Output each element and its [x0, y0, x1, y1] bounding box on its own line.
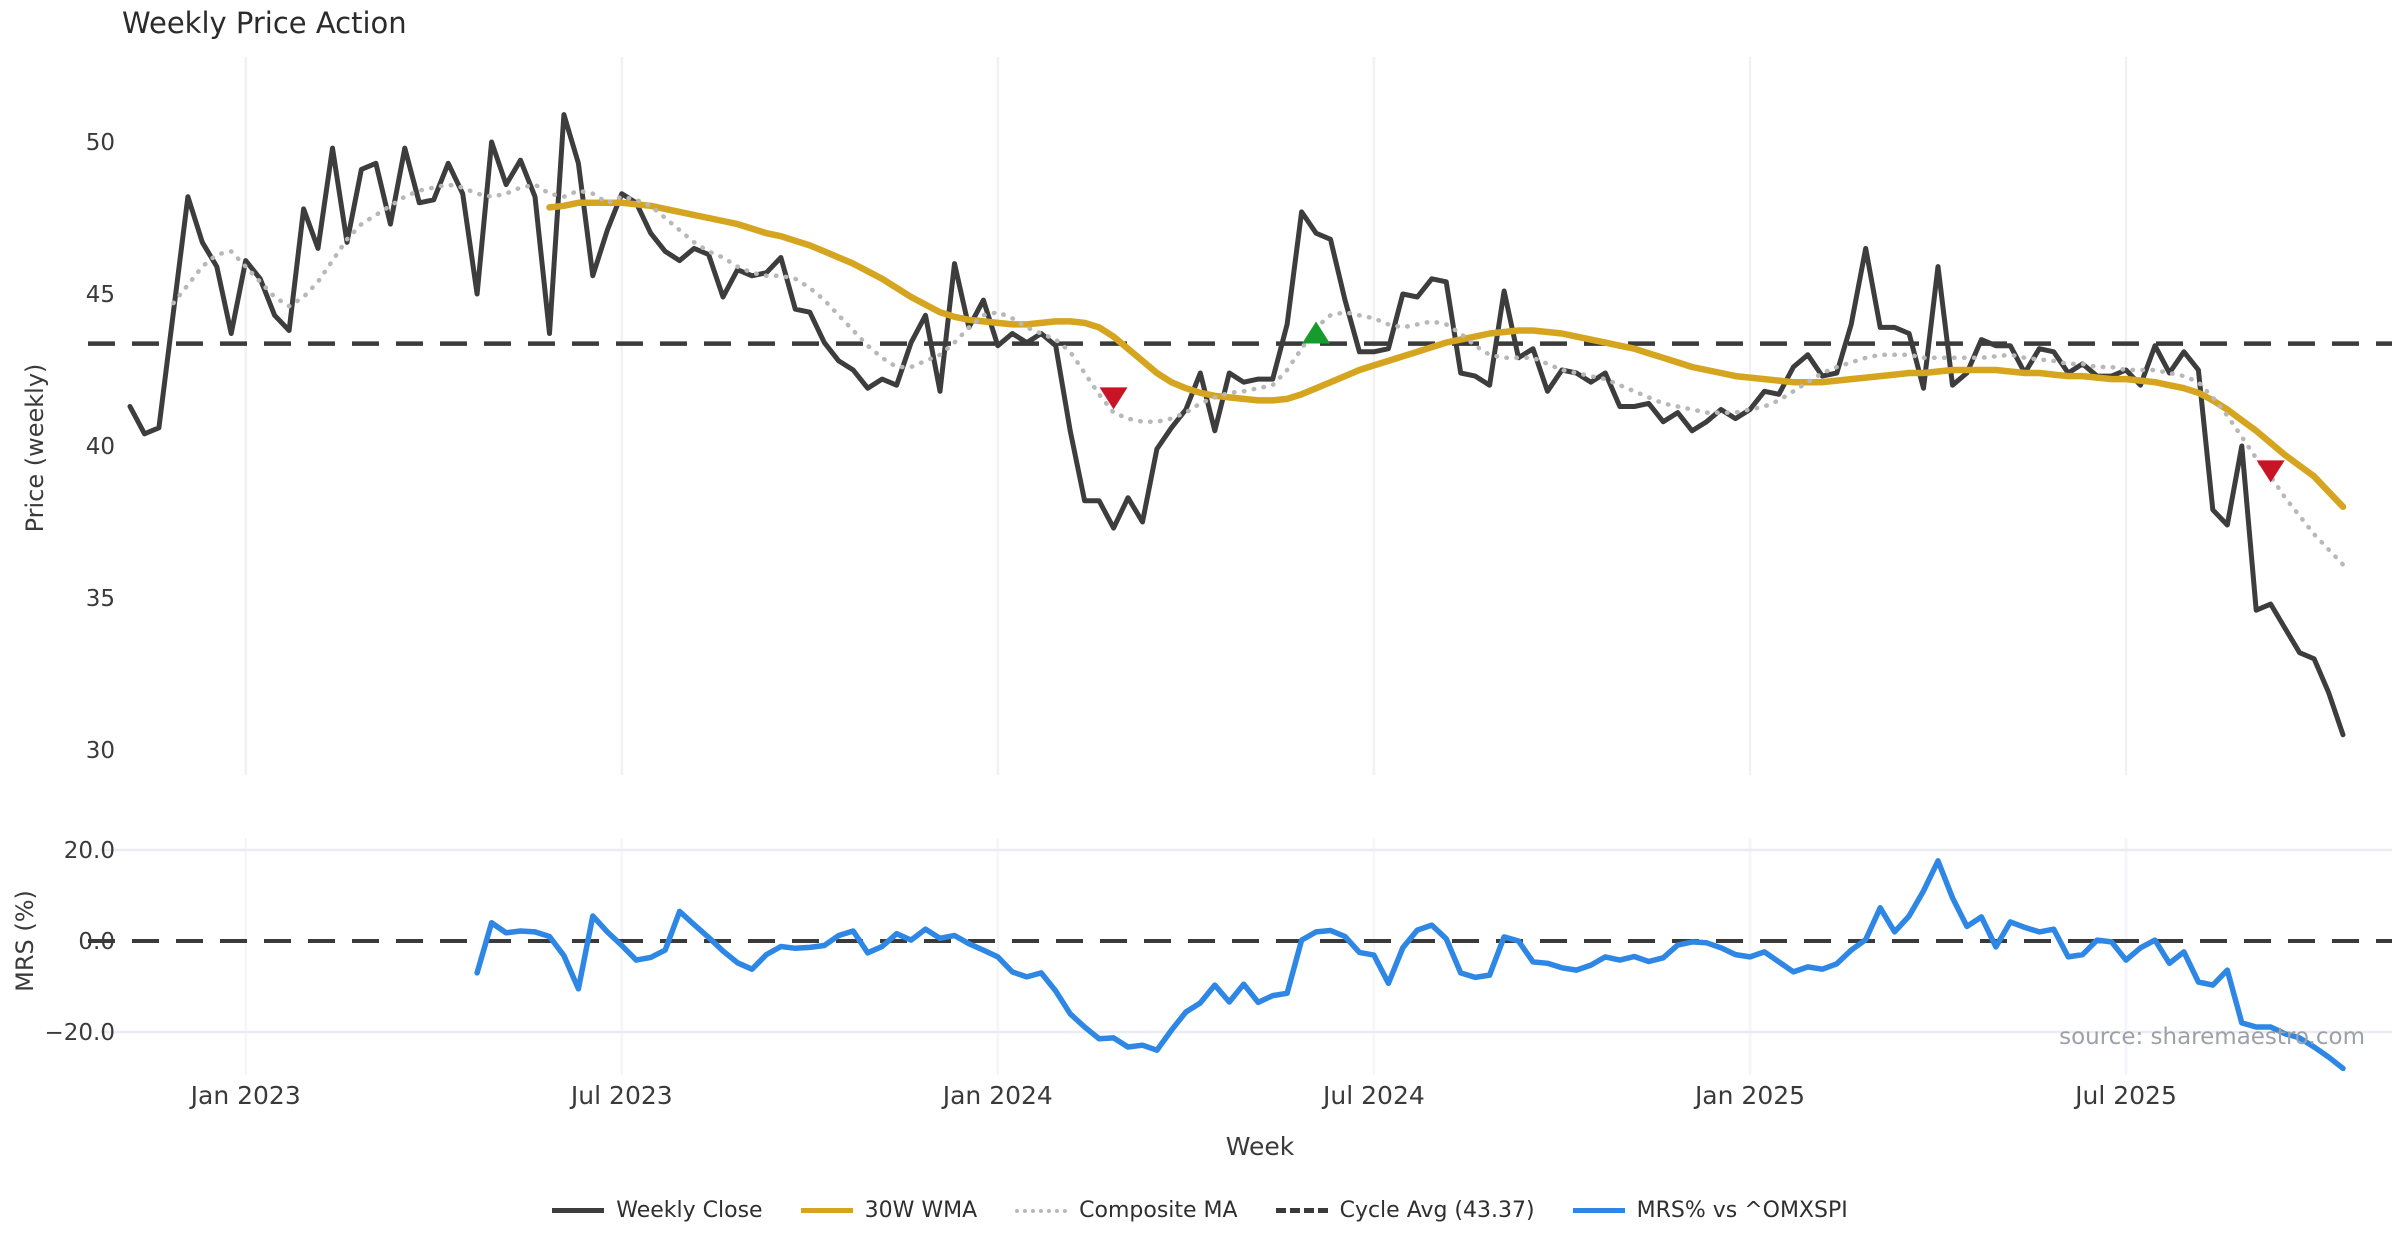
buy-marker-icon — [1302, 321, 1331, 344]
mrs-tick-label: −20.0 — [45, 1020, 115, 1046]
x-tick-label: Jul 2025 — [2073, 1081, 2177, 1110]
price-tick-label: 45 — [86, 282, 115, 308]
wma-swatch-icon — [800, 1208, 853, 1213]
composite-ma-line — [171, 182, 2346, 567]
legend-label: Composite MA — [1079, 1198, 1238, 1223]
legend-item-cycle-avg: Cycle Avg (43.37) — [1275, 1198, 1535, 1223]
price-tick-label: 40 — [86, 434, 115, 460]
legend-item-weekly-close: Weekly Close — [552, 1198, 763, 1223]
mrs-swatch-icon — [1572, 1208, 1625, 1213]
mrs-vs-omxspi-line — [474, 858, 2346, 1072]
x-tick-label: Jan 2023 — [189, 1081, 301, 1110]
composite-ma-swatch-icon — [1015, 1208, 1068, 1213]
mrs-tick-label: 20.0 — [64, 838, 115, 864]
legend-label: Weekly Close — [616, 1198, 763, 1223]
price-tick-label: 35 — [86, 586, 115, 612]
sell-marker-icon — [2256, 460, 2285, 483]
cycle-avg-swatch-icon — [1275, 1208, 1328, 1213]
legend-label: MRS% vs ^OMXSPI — [1636, 1198, 1848, 1223]
chart-legend: Weekly Close 30W WMA Composite MA Cycle … — [0, 1198, 2400, 1223]
legend-item-mrs: MRS% vs ^OMXSPI — [1572, 1198, 1848, 1223]
legend-label: Cycle Avg (43.37) — [1339, 1198, 1535, 1223]
x-tick-label: Jan 2025 — [1693, 1081, 1805, 1110]
source-note: source: sharemaestro.com — [2059, 1024, 2365, 1050]
x-tick-label: Jul 2024 — [1321, 1081, 1425, 1110]
legend-item-composite-ma: Composite MA — [1015, 1198, 1238, 1223]
x-axis-label: Week — [1225, 1132, 1295, 1161]
legend-item-30w-wma: 30W WMA — [800, 1198, 978, 1223]
legend-label: 30W WMA — [864, 1198, 978, 1223]
weekly-close-swatch-icon — [552, 1208, 605, 1213]
sell-marker-icon — [1099, 387, 1128, 410]
page-title: Weekly Price Action — [122, 6, 407, 40]
weekly-close-line — [127, 112, 2346, 738]
price-tick-label: 30 — [86, 738, 115, 764]
mrs-tick-label: 0.0 — [78, 929, 115, 955]
x-tick-label: Jan 2024 — [941, 1081, 1053, 1110]
30w-wma-line — [546, 199, 2347, 511]
price-tick-label: 50 — [86, 130, 115, 156]
x-tick-label: Jul 2023 — [569, 1081, 673, 1110]
